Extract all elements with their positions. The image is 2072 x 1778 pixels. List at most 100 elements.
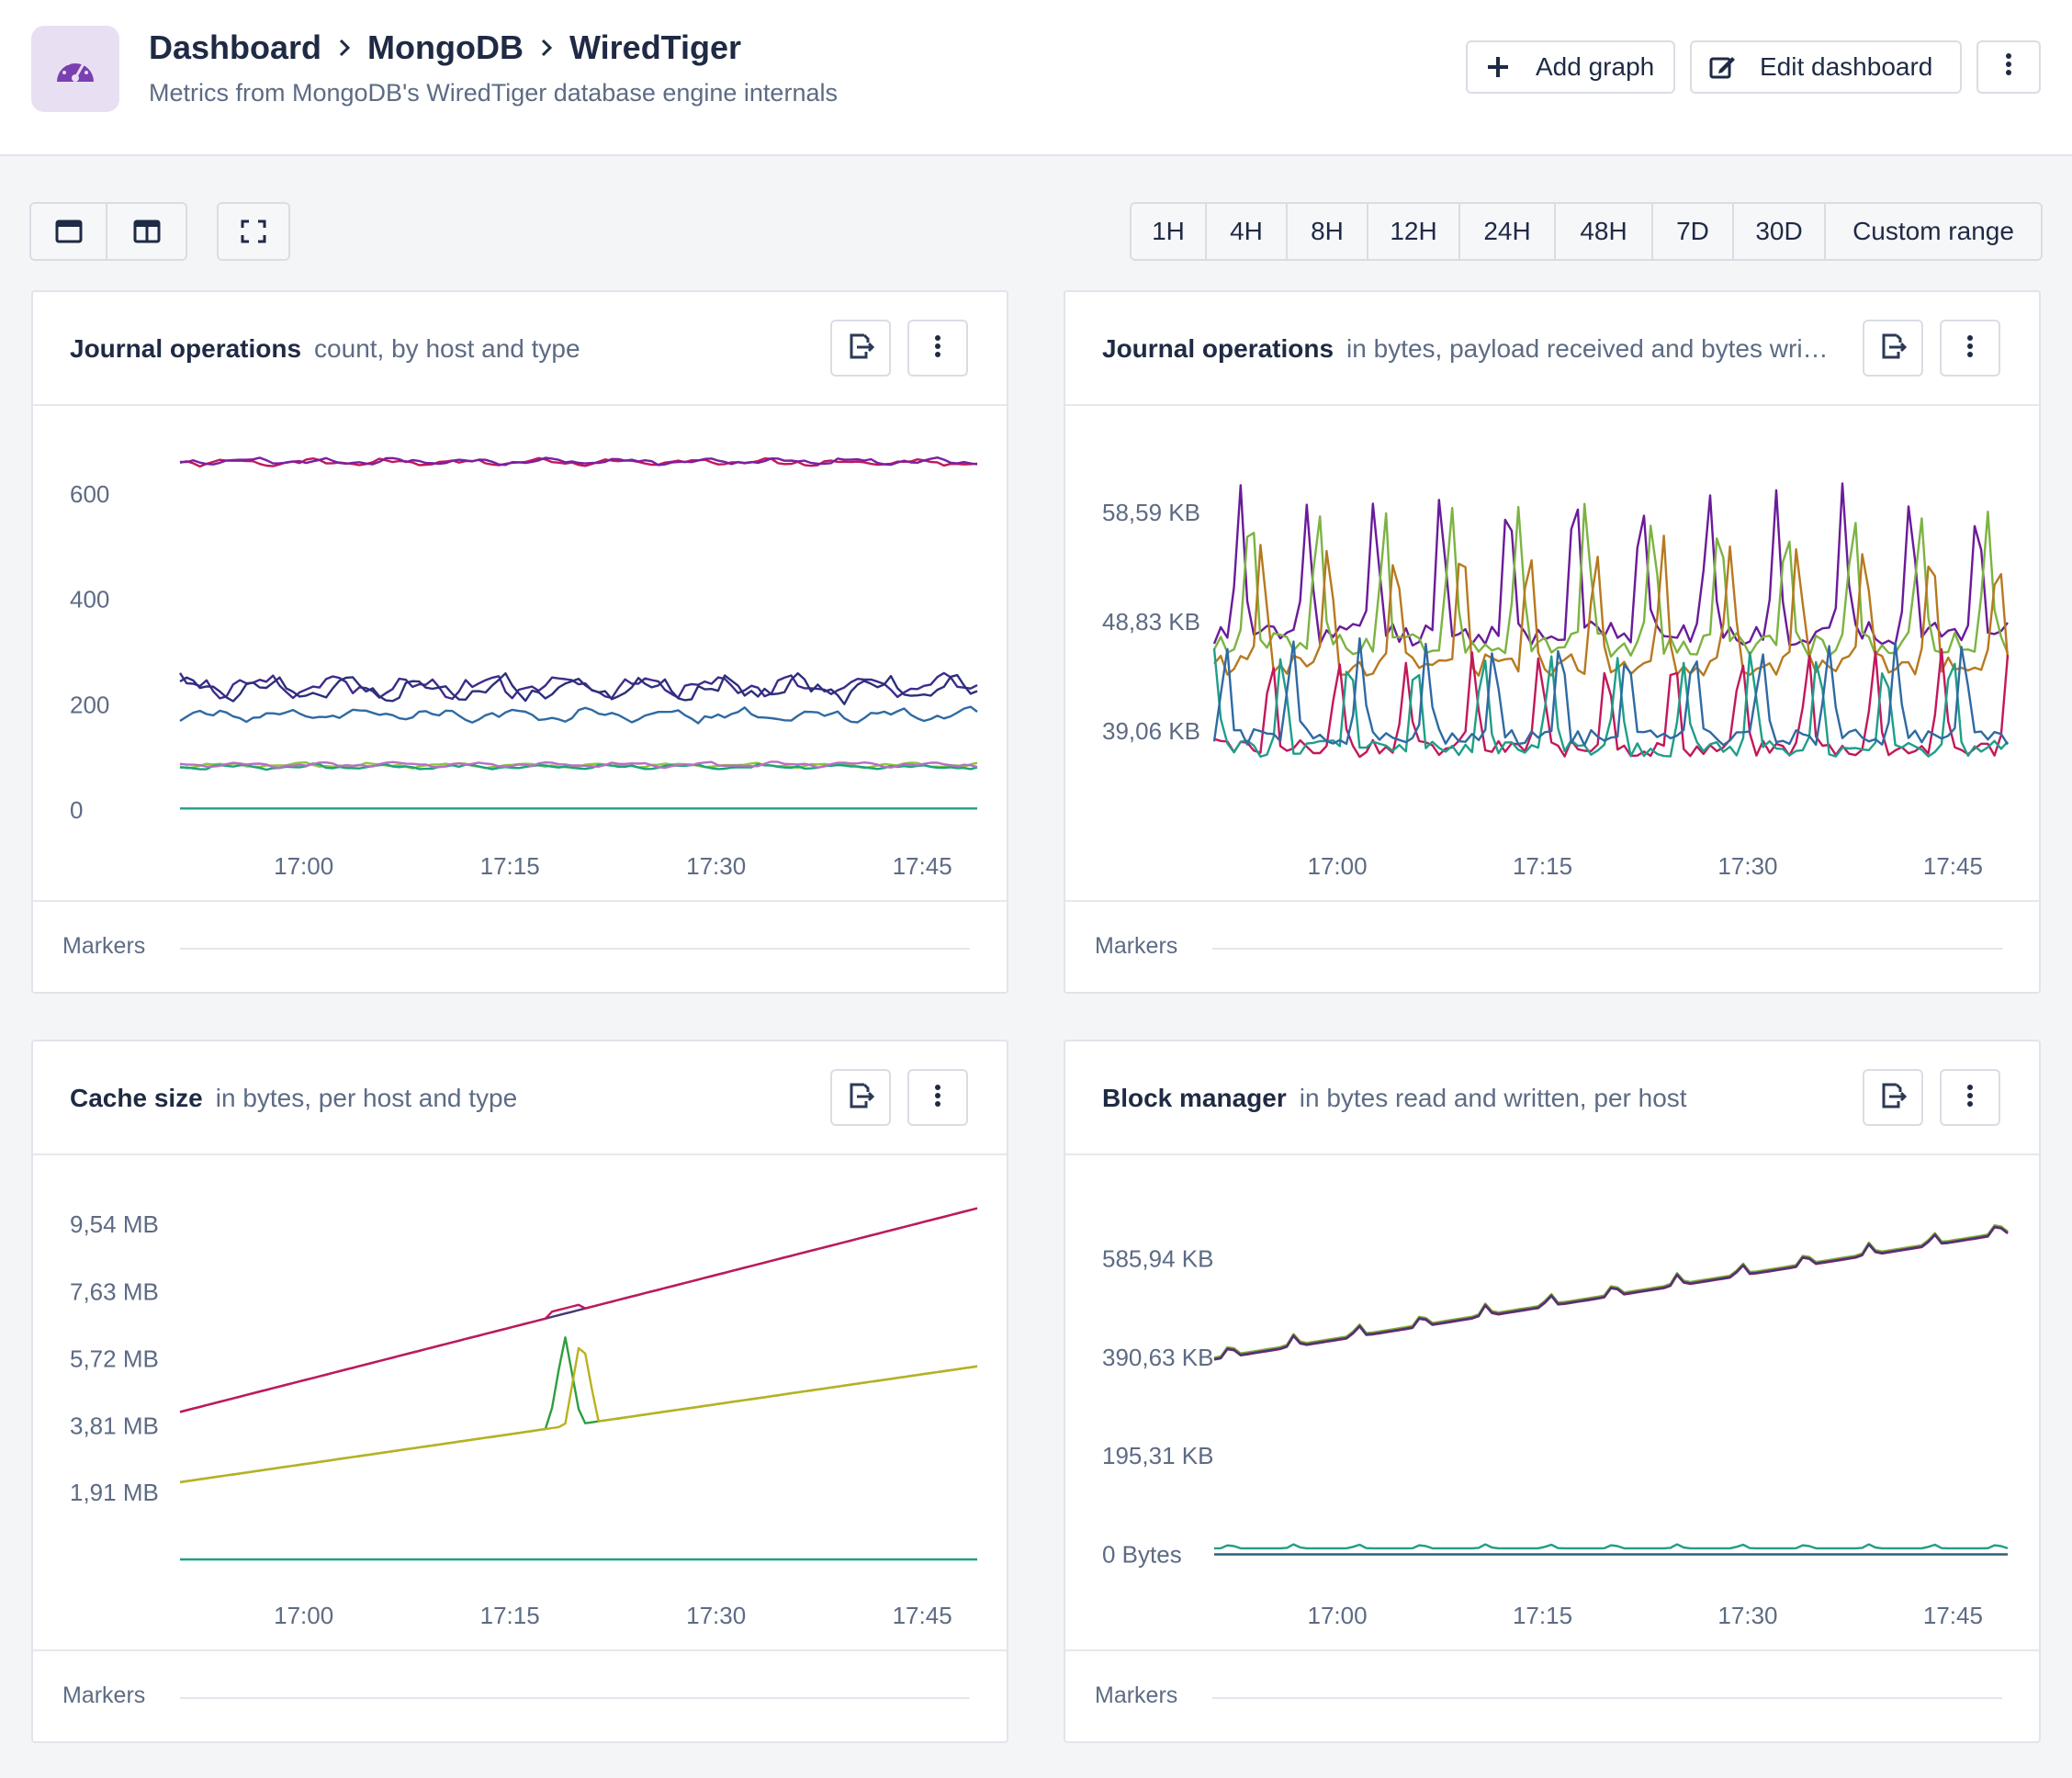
chart-journal-operations-count: 0 200 400 600 17:00 17:15 17:30 17:45 <box>70 456 978 880</box>
export-button[interactable] <box>830 320 891 377</box>
x-tick-label: 17:15 <box>1513 1602 1572 1629</box>
breadcrumb-mongodb[interactable]: MongoDB <box>367 28 524 66</box>
y-tick-label: 0 Bytes <box>1102 1541 1182 1569</box>
time-range-custom[interactable]: Custom range <box>1826 204 2041 259</box>
markers-track[interactable] <box>180 1697 970 1699</box>
series-line[interactable] <box>1213 1543 2009 1550</box>
x-tick-label: 17:00 <box>274 852 333 880</box>
fullscreen-icon[interactable] <box>219 204 288 259</box>
panel-title: Journal operations count, by host and typ… <box>70 334 580 364</box>
breadcrumb: Dashboard MongoDB WiredTiger <box>149 26 741 70</box>
more-options-button[interactable] <box>1976 40 2041 94</box>
panel-menu-button[interactable] <box>907 1069 968 1126</box>
add-graph-button[interactable]: Add graph <box>1466 40 1675 94</box>
panel-title: Journal operations in bytes, payload rece… <box>1102 334 1829 364</box>
time-range-4h[interactable]: 4H <box>1207 204 1288 259</box>
time-range-30d[interactable]: 30D <box>1734 204 1826 259</box>
panel-menu-button[interactable] <box>907 320 968 377</box>
x-tick-label: 17:00 <box>1308 1602 1368 1629</box>
time-range-8h[interactable]: 8H <box>1288 204 1368 259</box>
series-line[interactable] <box>1213 1223 2009 1359</box>
edit-dashboard-label: Edit dashboard <box>1760 52 1933 81</box>
kebab-icon <box>1966 1084 1974 1112</box>
time-range-24h[interactable]: 24H <box>1460 204 1556 259</box>
panel-journal-operations-count: Journal operations count, by host and typ… <box>31 290 1008 994</box>
two-column-icon[interactable] <box>107 204 186 259</box>
panel-menu-button[interactable] <box>1940 1069 2000 1126</box>
series-line[interactable] <box>179 1207 978 1413</box>
x-tick-label: 17:15 <box>480 852 540 880</box>
markers-track[interactable] <box>1212 1697 2002 1699</box>
breadcrumb-dashboard[interactable]: Dashboard <box>149 28 322 66</box>
export-button[interactable] <box>1863 1069 1923 1126</box>
series-line[interactable] <box>1212 482 2009 647</box>
chart-cache-size: 1,91 MB 3,81 MB 5,72 MB 7,63 MB 9,54 MB 17:00… <box>70 1207 978 1629</box>
panel-title: Cache size in bytes, per host and type <box>70 1084 517 1113</box>
series-line[interactable] <box>179 671 978 705</box>
page-header: Dashboard MongoDB WiredTiger Metrics fro… <box>0 0 2072 156</box>
fullscreen-toggle <box>217 202 290 261</box>
time-range-12h[interactable]: 12H <box>1368 204 1460 259</box>
panel-title-text: Block manager <box>1102 1084 1287 1112</box>
series-line[interactable] <box>1213 1225 2009 1360</box>
export-button[interactable] <box>1863 320 1923 377</box>
chevron-right-icon <box>536 38 557 58</box>
series-line[interactable] <box>1213 1225 2009 1361</box>
time-range-selector: 1H 4H 8H 12H 24H 48H 7D 30D Custom range <box>1130 202 2043 261</box>
panel-header: Journal operations count, by host and typ… <box>33 292 1007 406</box>
y-tick-label: 7,63 MB <box>70 1277 159 1305</box>
panel-menu-button[interactable] <box>1940 320 2000 377</box>
series-line[interactable] <box>179 1346 978 1484</box>
kebab-icon <box>934 334 941 363</box>
x-tick-label: 17:45 <box>893 852 952 880</box>
export-icon <box>1878 332 1908 366</box>
plus-icon <box>1484 53 1512 81</box>
kebab-icon <box>2005 52 2012 83</box>
markers-label: Markers <box>62 933 146 959</box>
panel-header: Journal operations in bytes, payload rece… <box>1065 292 2039 406</box>
panel-description: in bytes, payload received and bytes wri… <box>1346 334 1829 363</box>
series-line[interactable] <box>1212 648 2009 759</box>
series-line[interactable] <box>1212 636 2010 747</box>
series-line[interactable] <box>179 760 978 770</box>
markers-track[interactable] <box>180 948 970 950</box>
edit-dashboard-button[interactable]: Edit dashboard <box>1690 40 1962 94</box>
series-line[interactable] <box>179 456 978 467</box>
x-tick-label: 17:30 <box>1717 852 1777 880</box>
breadcrumb-wiredtiger: WiredTiger <box>569 28 742 66</box>
series-line[interactable] <box>179 1335 978 1484</box>
x-tick-label: 17:00 <box>274 1602 333 1629</box>
panel-description: in bytes read and written, per host <box>1299 1084 1687 1112</box>
y-tick-label: 3,81 MB <box>70 1412 159 1439</box>
series-line[interactable] <box>1213 647 2010 759</box>
chart-block-manager: 0 Bytes 195,31 KB 390,63 KB 585,94 KB 17:00 1… <box>1102 1223 2009 1629</box>
time-range-1h[interactable]: 1H <box>1132 204 1207 259</box>
panel-header: Block manager in bytes read and written, … <box>1065 1041 2039 1155</box>
markers-track[interactable] <box>1212 948 2002 950</box>
panel-title: Block manager in bytes read and written, … <box>1102 1084 1687 1113</box>
time-range-48h[interactable]: 48H <box>1556 204 1653 259</box>
x-tick-label: 17:30 <box>686 852 746 880</box>
time-range-7d[interactable]: 7D <box>1653 204 1734 259</box>
x-tick-label: 17:45 <box>1923 1602 1983 1629</box>
series-line[interactable] <box>178 671 978 701</box>
panel-description: in bytes, per host and type <box>215 1084 518 1112</box>
panel-title-text: Journal operations <box>1102 334 1334 363</box>
markers-label: Markers <box>1095 1682 1178 1708</box>
panel-title-text: Cache size <box>70 1084 203 1112</box>
panel-header: Cache size in bytes, per host and type <box>33 1041 1007 1155</box>
series-line[interactable] <box>179 705 978 725</box>
panel-description: count, by host and type <box>314 334 580 363</box>
markers-section: Markers <box>1065 1649 2039 1741</box>
markers-label: Markers <box>62 1682 146 1708</box>
series-line[interactable] <box>1212 502 2010 658</box>
export-button[interactable] <box>830 1069 891 1126</box>
markers-label: Markers <box>1095 933 1178 959</box>
x-tick-label: 17:45 <box>893 1602 952 1629</box>
single-column-icon[interactable] <box>31 204 108 259</box>
x-tick-label: 17:15 <box>480 1602 540 1629</box>
y-tick-label: 585,94 KB <box>1102 1245 1213 1273</box>
layout-switcher <box>29 202 187 261</box>
y-tick-label: 400 <box>70 586 109 613</box>
series-line[interactable] <box>179 456 978 468</box>
